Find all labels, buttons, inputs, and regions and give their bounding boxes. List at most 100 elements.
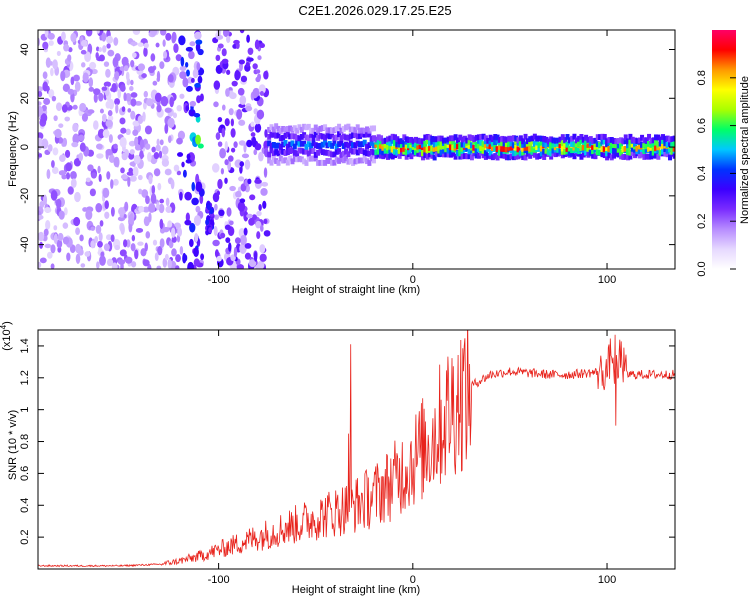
spectral-blob [211, 163, 220, 173]
spectral-cell [311, 127, 316, 134]
spectral-cell [656, 141, 661, 148]
spectral-blob [200, 253, 205, 261]
spectral-blob [193, 112, 201, 118]
spectral-blob [264, 129, 268, 138]
spectral-cell [672, 135, 675, 142]
spectral-cell [525, 138, 530, 145]
spectral-blob [141, 189, 149, 198]
spectral-blob [73, 216, 81, 227]
spectral-cell [348, 126, 353, 133]
spectral-cell [353, 131, 358, 138]
spectral-blob [118, 207, 126, 216]
spectral-cell [444, 141, 449, 148]
spectral-cell [556, 140, 561, 147]
spectral-cell [334, 126, 339, 132]
spectral-blob [129, 175, 137, 182]
spectral-blob [150, 193, 157, 205]
spectral-cell [661, 138, 666, 144]
spectral-cell [297, 124, 302, 131]
spectral-blob [42, 71, 48, 79]
spectral-blob [98, 232, 103, 242]
spectral-cell [640, 134, 645, 141]
spectral-cell [556, 150, 561, 157]
spectral-cell [616, 151, 621, 158]
spectral-cell [376, 143, 381, 150]
spectral-blob [138, 188, 143, 195]
spectral-blob [103, 61, 110, 67]
spectral-cell [376, 148, 381, 155]
spectral-blob [239, 198, 246, 204]
spectral-blob [38, 37, 41, 47]
spectral-cell [558, 136, 563, 143]
spectral-blob [260, 224, 264, 232]
spectral-cell [570, 141, 575, 148]
spectral-blob [229, 220, 234, 226]
spectral-cell [633, 146, 638, 153]
spectral-blob [59, 154, 66, 162]
spectral-cell [439, 143, 444, 150]
spectral-blob [63, 207, 68, 216]
spectral-cell [588, 136, 593, 142]
spectral-cell [665, 147, 670, 154]
spectral-cell [418, 143, 423, 150]
spectral-cell [390, 153, 395, 160]
spectral-cell [560, 148, 565, 155]
spectral-blob [176, 137, 183, 145]
spectral-cell [511, 142, 516, 149]
spectral-blob [104, 211, 110, 219]
spectral-cell [383, 151, 388, 158]
snr-ylabel: SNR (10 * v/v) [7, 410, 19, 480]
spectral-cell [334, 134, 339, 141]
spectral-blob [179, 191, 183, 201]
spectral-cell [560, 152, 565, 159]
spectral-cell [292, 143, 297, 150]
spectral-cell [577, 135, 582, 142]
spectral-blob [137, 241, 144, 246]
spectral-cell [334, 143, 339, 150]
spectral-cell [621, 154, 626, 160]
spectral-blob [191, 197, 199, 206]
spectral-blob [239, 30, 245, 34]
spectral-blob [54, 128, 62, 139]
spectral-cell [367, 131, 372, 138]
spectral-blob [262, 200, 267, 209]
spectral-cell [579, 134, 584, 140]
spectral-cell [551, 147, 556, 154]
spectral-blob [137, 115, 144, 124]
spectral-blob [75, 253, 81, 264]
spectral-cell [355, 124, 360, 131]
spectral-cell [614, 138, 619, 145]
spectral-cell [358, 157, 363, 164]
spectral-cell [444, 146, 449, 153]
spectral-blob [104, 200, 109, 210]
spectral-blob [128, 167, 133, 174]
spectral-cell [362, 155, 367, 162]
spectral-cell [353, 158, 358, 165]
spectral-cell [628, 153, 633, 160]
spectral-blob [114, 244, 121, 251]
spectral-cell [481, 141, 486, 148]
spectral-cell [278, 144, 283, 150]
spectral-cell [276, 150, 281, 157]
spectral-blob [253, 108, 258, 115]
colorbar-tick-label: 0.0 [696, 261, 708, 276]
spectral-blob [244, 159, 251, 170]
spectral-cell [474, 148, 479, 154]
spectral-cell [518, 150, 523, 157]
spectral-cell [369, 155, 374, 162]
spectral-cell [532, 151, 537, 158]
spectral-cell [483, 154, 488, 160]
spectral-cell [616, 146, 621, 153]
spectral-blob [246, 213, 253, 219]
x-tick-label: -100 [208, 274, 230, 286]
spectral-blob [53, 225, 58, 231]
spectral-cell [521, 138, 526, 145]
spectral-cell [362, 131, 367, 138]
spectral-blob [256, 109, 265, 120]
spectral-blob [139, 139, 145, 150]
spectral-blob [158, 150, 163, 159]
spectral-cell [588, 140, 593, 147]
spectral-cell [323, 134, 328, 141]
spectral-cell [367, 150, 372, 157]
spectral-cell [462, 153, 467, 159]
